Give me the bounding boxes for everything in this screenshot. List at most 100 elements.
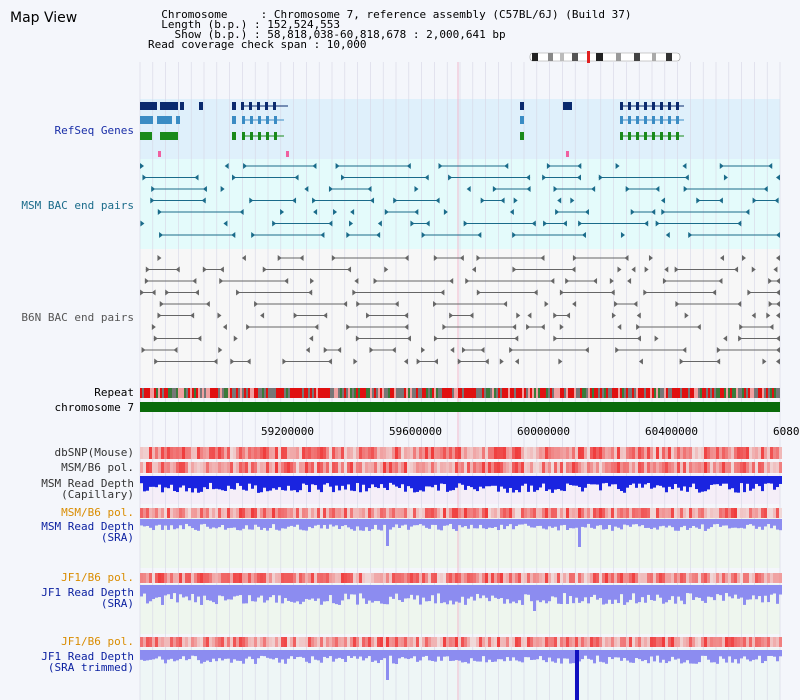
polymorphism-cell xyxy=(380,508,383,518)
polymorphism-cell xyxy=(371,573,374,583)
polymorphism-cell xyxy=(626,573,629,583)
polymorphism-cell xyxy=(140,573,143,583)
repeat-block xyxy=(660,388,662,398)
polymorphism-cell xyxy=(377,462,380,473)
depth-bar-msm-sra xyxy=(680,519,683,528)
repeat-block xyxy=(390,388,392,398)
snp-cell xyxy=(638,447,641,459)
polymorphism-cell xyxy=(401,573,404,583)
polymorphism-cell xyxy=(329,637,332,647)
depth-bar-jf1-sra xyxy=(482,585,485,596)
snp-cell xyxy=(305,447,308,459)
gene-exon xyxy=(676,132,679,140)
polymorphism-cell xyxy=(539,462,542,473)
depth-bar-capillary xyxy=(428,476,431,487)
depth-bar-msm-sra xyxy=(326,519,329,529)
repeat-block xyxy=(482,388,484,398)
snp-cell xyxy=(656,447,659,459)
repeat-block xyxy=(236,388,238,398)
repeat-block xyxy=(516,388,518,398)
track-label-jf1-depth-trimmed[interactable]: JF1 Read Depth (SRA trimmed) xyxy=(41,650,134,674)
polymorphism-cell xyxy=(605,462,608,473)
track-label-dbsnp[interactable]: dbSNP(Mouse) xyxy=(54,446,134,459)
track-label-msm-bac[interactable]: MSM BAC end pairs xyxy=(21,199,134,212)
track-label-refseq[interactable]: RefSeq Genes xyxy=(54,124,134,137)
snp-cell xyxy=(527,447,530,459)
track-label-repeat[interactable]: Repeat xyxy=(94,386,134,399)
msm-bac-pair-end xyxy=(151,186,156,192)
gene-exon xyxy=(636,116,639,124)
depth-bar-jf1-sra xyxy=(542,585,545,601)
depth-bar-capillary xyxy=(761,476,764,492)
polymorphism-cell xyxy=(515,573,518,583)
repeat-block xyxy=(504,388,506,398)
snp-cell xyxy=(653,447,656,459)
repeat-block xyxy=(678,388,680,398)
depth-bar-capillary xyxy=(185,476,188,492)
polymorphism-cell xyxy=(773,462,776,473)
polymorphism-cell xyxy=(473,508,476,518)
depth-bar-jf1-sra xyxy=(761,585,764,603)
track-label-jf1-b6-pol-2[interactable]: JF1/B6 pol. xyxy=(61,635,134,648)
polymorphism-cell xyxy=(731,508,734,518)
gene-exon xyxy=(250,116,253,124)
repeat-block xyxy=(342,388,344,398)
repeat-block xyxy=(642,388,644,398)
polymorphism-cell xyxy=(317,508,320,518)
msm-bac-pair-end xyxy=(655,186,660,192)
polymorphism-cell xyxy=(416,573,419,583)
repeat-block xyxy=(238,388,240,398)
track-label-msm-b6-pol[interactable]: MSM/B6 pol. xyxy=(61,461,134,474)
snp-cell xyxy=(254,447,257,459)
repeat-block xyxy=(380,388,382,398)
depth-bar-capillary xyxy=(332,476,335,493)
polymorphism-cell xyxy=(560,508,563,518)
depth-bar-jf1-trim xyxy=(614,650,617,658)
polymorphism-cell xyxy=(725,508,728,518)
polymorphism-cell xyxy=(641,462,644,473)
depth-bar-capillary xyxy=(320,476,323,493)
polymorphism-cell xyxy=(551,573,554,583)
depth-bar-jf1-trim xyxy=(518,650,521,662)
depth-bar-jf1-sra xyxy=(398,585,401,601)
track-label-msm-depth-capillary[interactable]: MSM Read Depth (Capillary) xyxy=(41,477,134,501)
track-label-chromosome[interactable]: chromosome 7 xyxy=(54,401,134,414)
track-label-jf1-b6-pol[interactable]: JF1/B6 pol. xyxy=(61,571,134,584)
depth-bar-capillary xyxy=(386,476,389,491)
repeat-block xyxy=(168,388,170,398)
snp-cell xyxy=(179,447,182,459)
repeat-block xyxy=(406,388,408,398)
polymorphism-cell xyxy=(323,462,326,473)
depth-bar-jf1-sra xyxy=(473,585,476,601)
depth-bar-jf1-sra xyxy=(695,585,698,598)
depth-bar-msm-sra xyxy=(353,519,356,531)
polymorphism-cell xyxy=(170,637,173,647)
depth-bar-msm-sra xyxy=(236,519,239,531)
b6n-bac-pair-end xyxy=(776,335,780,342)
polymorphism-cell xyxy=(335,508,338,518)
polymorphism-cell xyxy=(668,637,671,647)
polymorphism-cell xyxy=(410,573,413,583)
track-label-b6n-bac[interactable]: B6N BAC end pairs xyxy=(21,311,134,324)
depth-bar-jf1-sra xyxy=(446,585,449,605)
track-label-msm-b6-pol-2[interactable]: MSM/B6 pol. xyxy=(61,506,134,519)
b6n-bac-pair-end xyxy=(768,301,773,307)
repeat-block xyxy=(186,388,188,398)
polymorphism-cell xyxy=(338,462,341,473)
repeat-block xyxy=(382,388,384,398)
polymorphism-cell xyxy=(674,573,677,583)
depth-bar-msm-sra xyxy=(620,519,623,530)
depth-bar-jf1-trim xyxy=(245,650,248,659)
polymorphism-cell xyxy=(257,462,260,473)
polymorphism-cell xyxy=(449,573,452,583)
snp-cell xyxy=(530,447,533,459)
track-label-jf1-depth-sra[interactable]: JF1 Read Depth (SRA) xyxy=(41,586,134,610)
polymorphism-cell xyxy=(326,508,329,518)
track-label-msm-depth-sra[interactable]: MSM Read Depth (SRA) xyxy=(41,520,134,544)
depth-bar-capillary xyxy=(524,476,527,484)
polymorphism-cell xyxy=(767,462,770,473)
polymorphism-cell xyxy=(740,637,743,647)
repeat-block xyxy=(540,388,542,398)
repeat-block xyxy=(598,388,600,398)
